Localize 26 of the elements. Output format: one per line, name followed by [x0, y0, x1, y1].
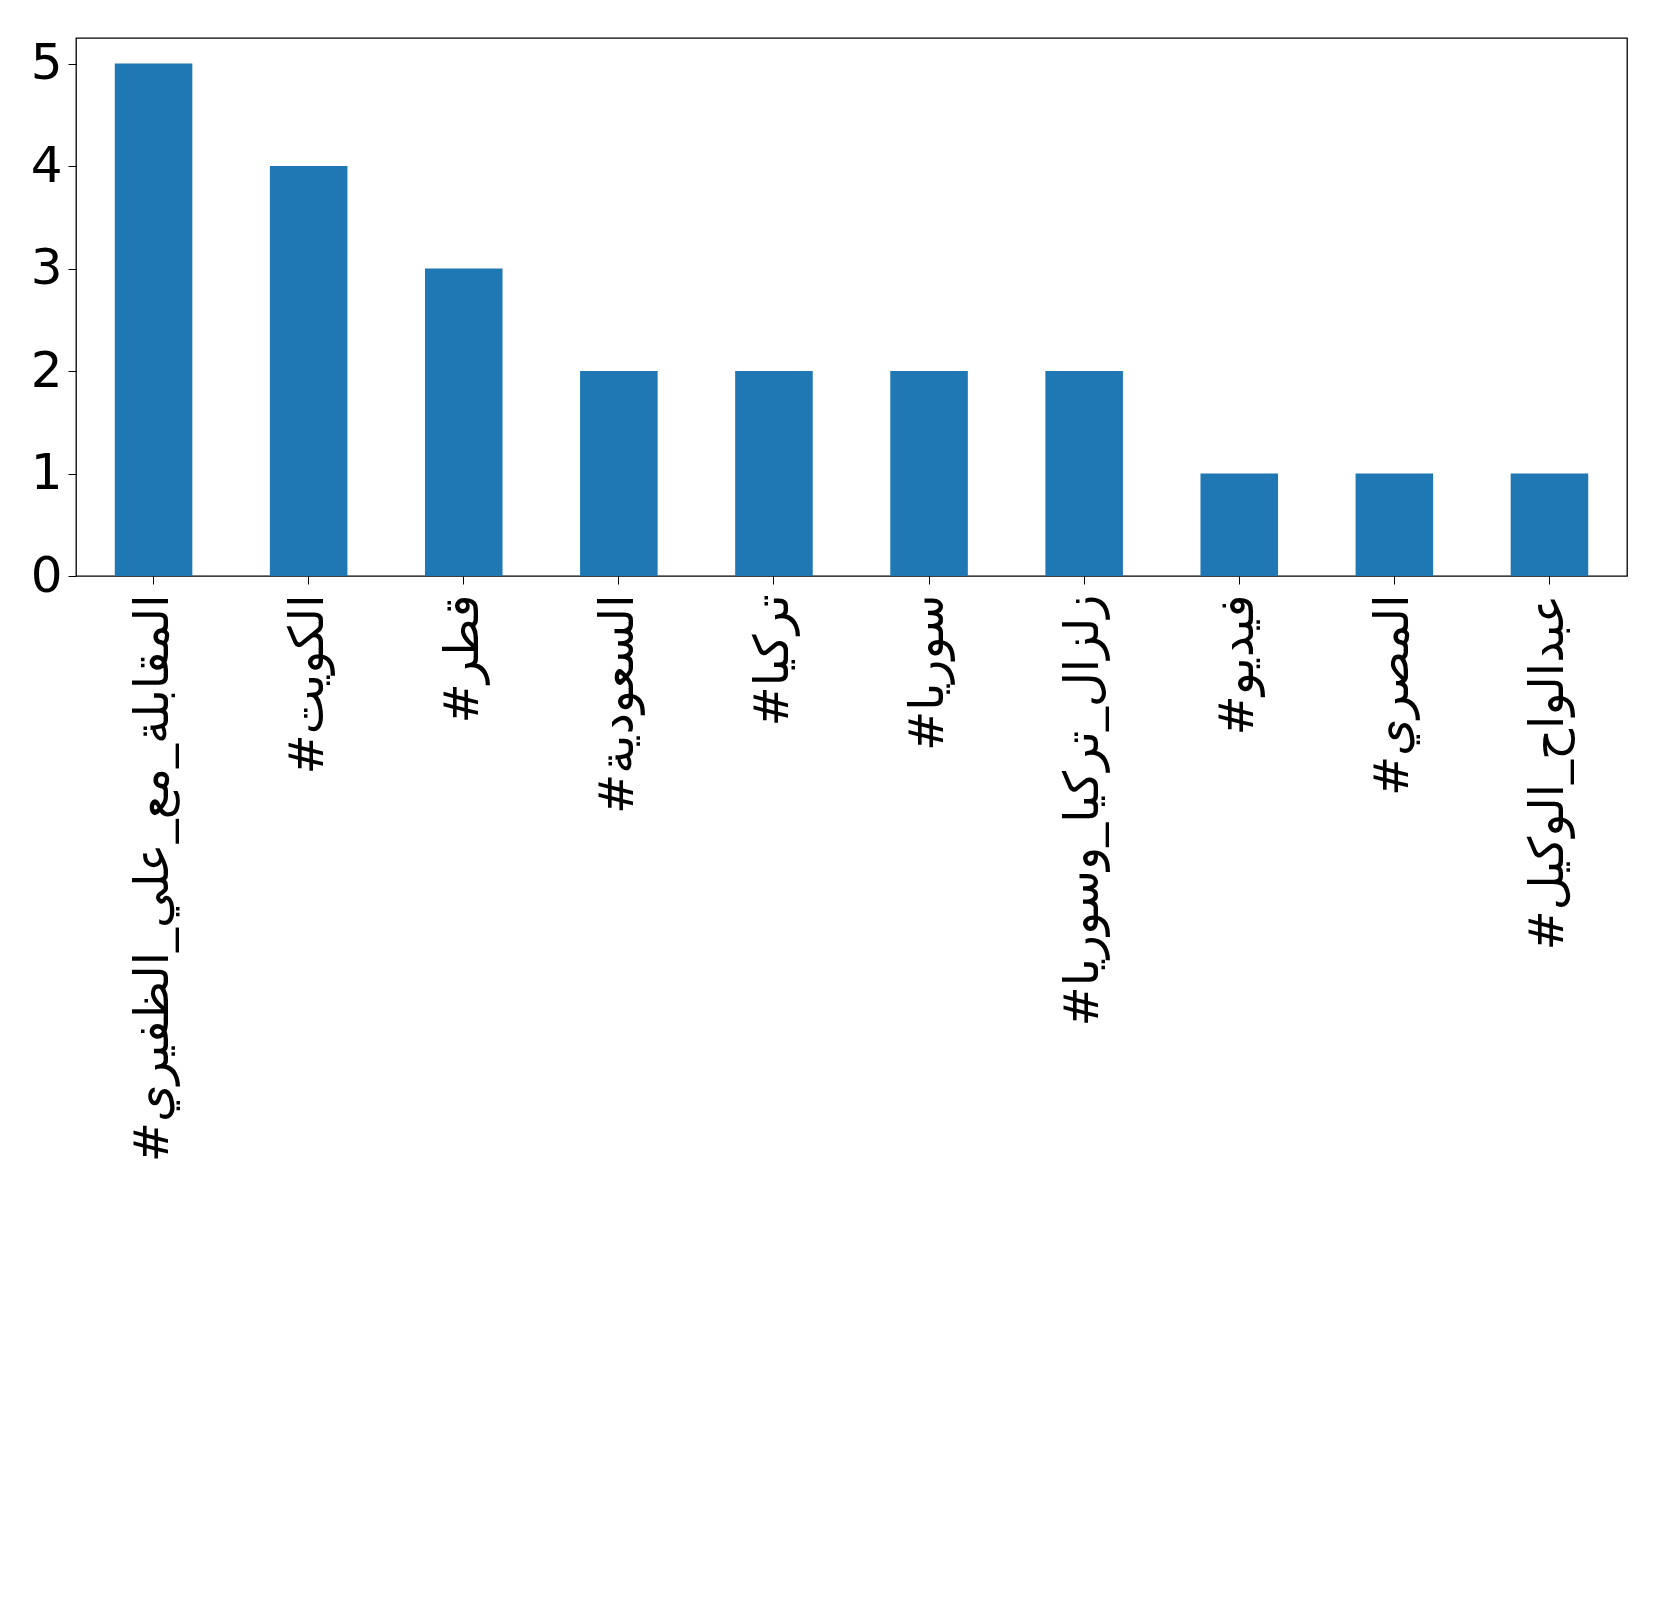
x-tick-label: #قطر	[432, 594, 490, 724]
x-tick-label: #تركيا	[742, 594, 800, 727]
x-tick-label: #فيديو	[1208, 594, 1266, 736]
bar	[580, 371, 658, 576]
bar	[1510, 473, 1589, 576]
x-tick-label: #الكويت	[277, 594, 335, 775]
x-tick-label: #المقابلة_مع_علي_الظفيري	[122, 594, 180, 1163]
bar	[890, 371, 968, 576]
y-tick-label: 3	[30, 238, 63, 297]
bar	[269, 166, 348, 576]
bar	[735, 371, 813, 576]
x-tick-label: #السعودية	[587, 594, 645, 814]
bar	[1200, 473, 1279, 576]
bar	[424, 268, 503, 576]
bar	[1355, 473, 1434, 576]
x-tick-label: #المصري	[1363, 594, 1421, 797]
y-tick-label: 2	[30, 340, 63, 399]
bar	[1045, 371, 1123, 576]
x-tick-label: #زلزال_تركيا_وسوريا	[1053, 594, 1111, 1027]
y-tick-label: 4	[30, 135, 63, 194]
y-tick-label: 5	[30, 33, 63, 92]
x-tick-label: #سوريا	[898, 594, 956, 751]
y-tick-label: 1	[30, 443, 63, 502]
x-tick-label: #عبدالواح_الوكيل	[1518, 594, 1576, 951]
bar	[114, 63, 193, 576]
y-tick-label: 0	[30, 545, 63, 604]
